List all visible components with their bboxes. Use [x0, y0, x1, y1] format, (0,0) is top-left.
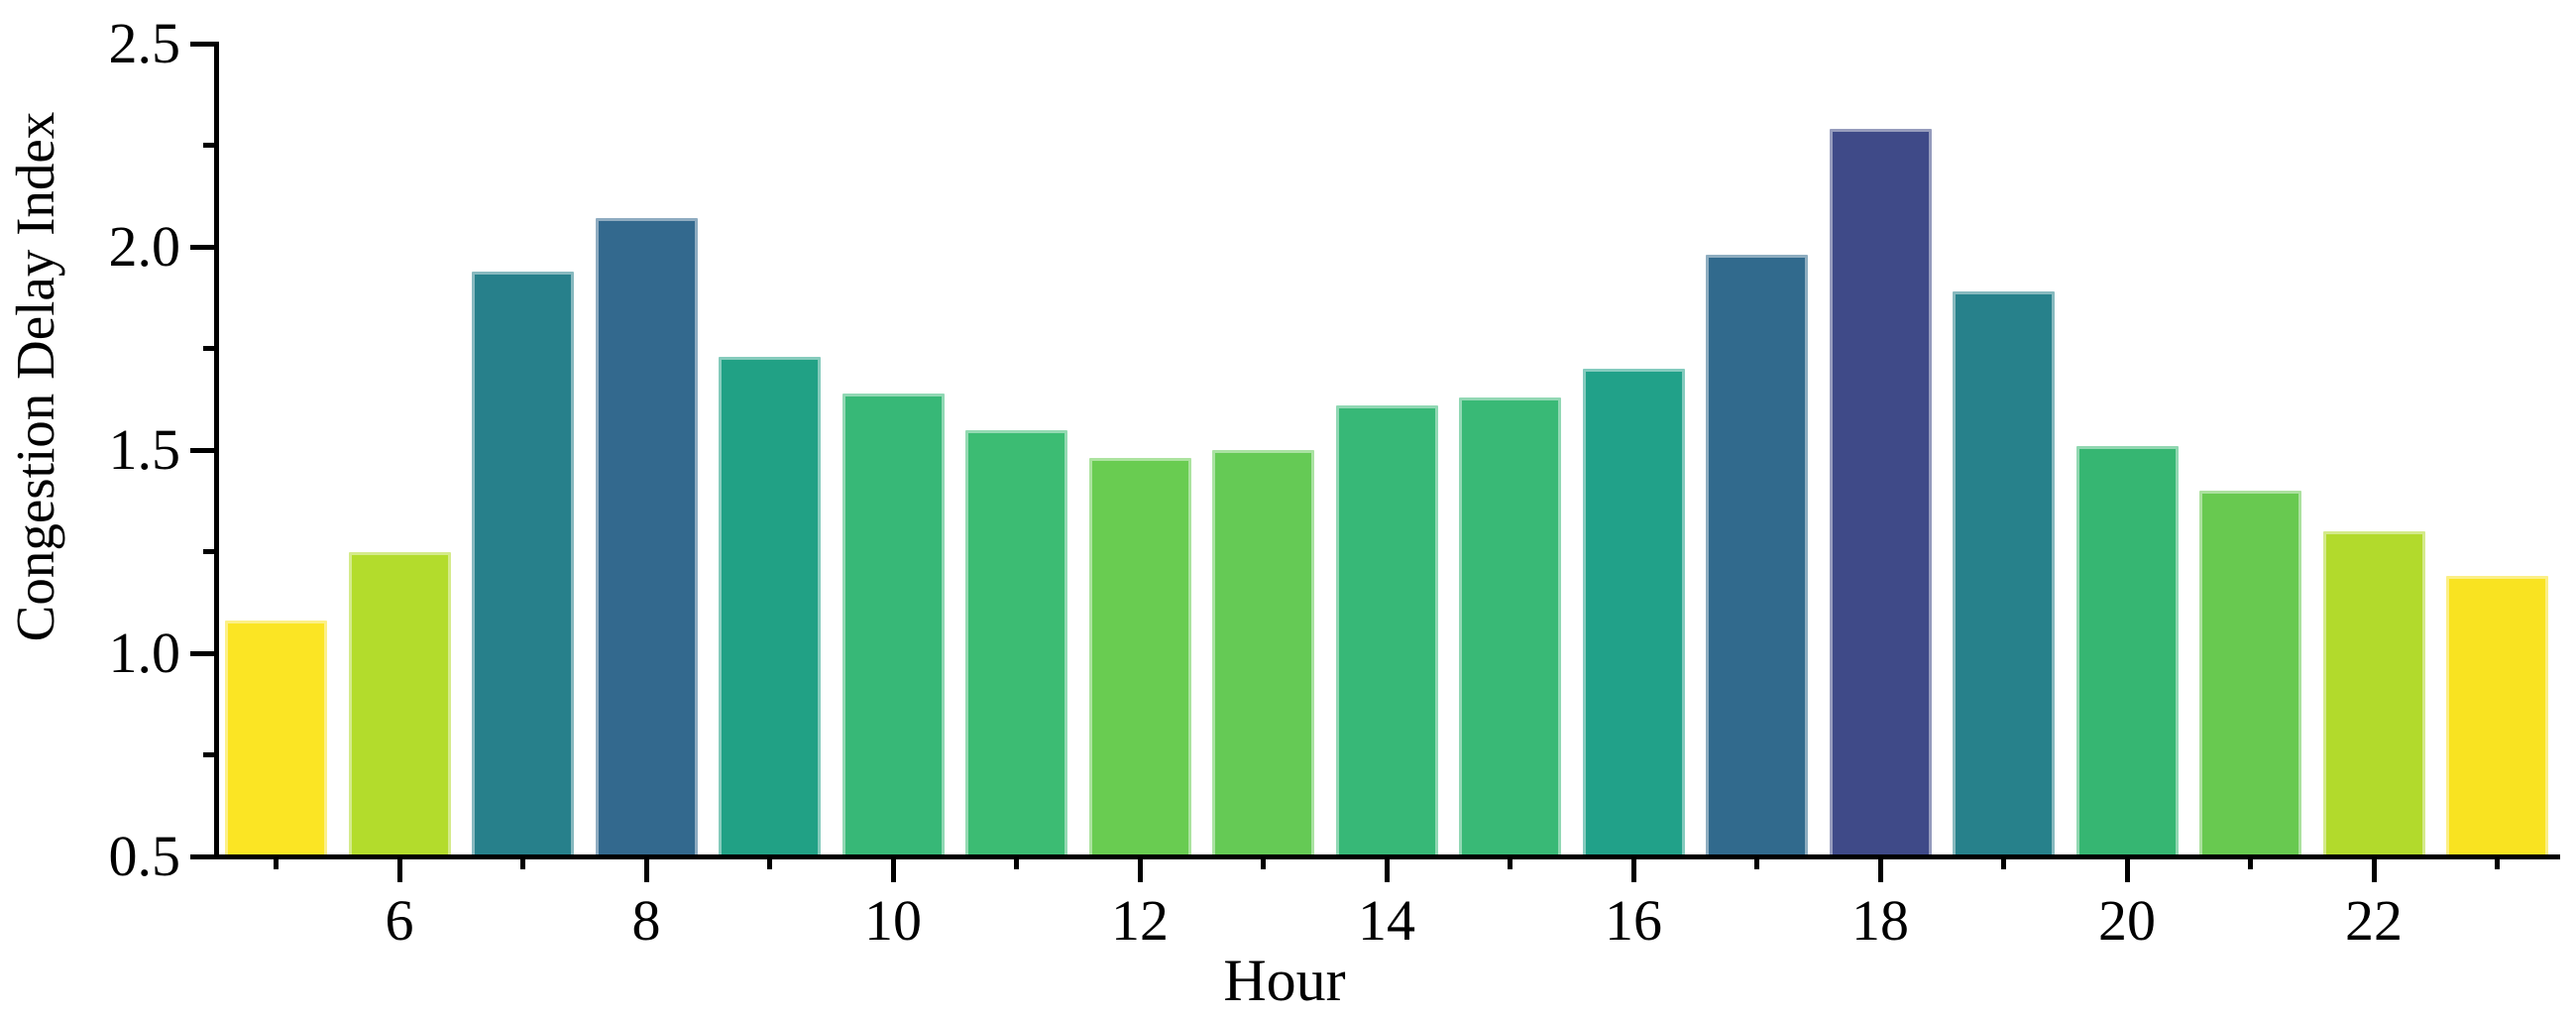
x-minor-tick [274, 856, 279, 869]
bar-hour-5 [225, 621, 327, 859]
y-major-tick [190, 650, 216, 656]
bar-hour-20 [2075, 445, 2179, 859]
x-major-tick [2124, 856, 2130, 882]
x-tick-label: 6 [385, 888, 414, 953]
x-tick-label: 12 [1111, 888, 1169, 953]
bar-hour-11 [965, 429, 1067, 859]
bar-hour-21 [2199, 491, 2301, 859]
x-minor-tick [520, 856, 525, 869]
x-minor-tick [2001, 856, 2006, 869]
bar-hour-9 [719, 356, 821, 859]
x-minor-tick [2248, 856, 2253, 869]
bar-hour-6 [348, 551, 451, 859]
bar-hour-8 [595, 218, 698, 859]
x-minor-tick [2495, 856, 2500, 869]
bar-hour-14 [1335, 404, 1438, 859]
bar-hour-23 [2446, 576, 2548, 859]
y-tick-label: 1.0 [108, 621, 181, 685]
x-tick-label: 18 [1851, 888, 1909, 953]
x-axis-title: Hour [1223, 948, 1346, 1013]
bar-hour-16 [1582, 369, 1685, 859]
x-tick-label: 22 [2345, 888, 2403, 953]
x-tick-label: 8 [631, 888, 661, 953]
y-major-tick [190, 853, 216, 859]
x-major-tick [643, 856, 649, 882]
y-axis-spine [213, 41, 219, 859]
y-minor-tick [203, 143, 216, 148]
y-tick-label: 2.5 [108, 11, 181, 75]
x-major-tick [1877, 856, 1883, 882]
bar-hour-19 [1953, 291, 2055, 859]
x-major-tick [1137, 856, 1143, 882]
x-major-tick [1630, 856, 1636, 882]
x-major-tick [2371, 856, 2377, 882]
bar-hour-10 [841, 393, 945, 859]
bar-hour-18 [1829, 129, 1932, 859]
x-major-tick [1384, 856, 1390, 882]
y-minor-tick [203, 752, 216, 757]
y-major-tick [190, 447, 216, 453]
bar-hour-15 [1459, 396, 1561, 859]
bar-hour-12 [1088, 458, 1191, 859]
x-tick-label: 16 [1605, 888, 1662, 953]
x-minor-tick [1261, 856, 1266, 869]
x-tick-label: 20 [2098, 888, 2156, 953]
y-minor-tick [203, 346, 216, 351]
bar-hour-22 [2322, 531, 2425, 859]
x-minor-tick [767, 856, 772, 869]
x-major-tick [396, 856, 402, 882]
y-minor-tick [203, 549, 216, 554]
y-tick-label: 0.5 [108, 824, 181, 888]
bar-hour-7 [472, 271, 574, 859]
y-major-tick [190, 41, 216, 47]
x-minor-tick [1014, 856, 1019, 869]
y-tick-label: 2.0 [108, 214, 181, 279]
x-major-tick [890, 856, 896, 882]
x-tick-label: 14 [1358, 888, 1415, 953]
bar-hour-13 [1212, 450, 1314, 859]
y-major-tick [190, 244, 216, 250]
x-minor-tick [1754, 856, 1759, 869]
bar-hour-17 [1706, 255, 1808, 859]
y-tick-label: 1.5 [108, 417, 181, 482]
x-minor-tick [1508, 856, 1512, 869]
x-tick-label: 10 [864, 888, 922, 953]
